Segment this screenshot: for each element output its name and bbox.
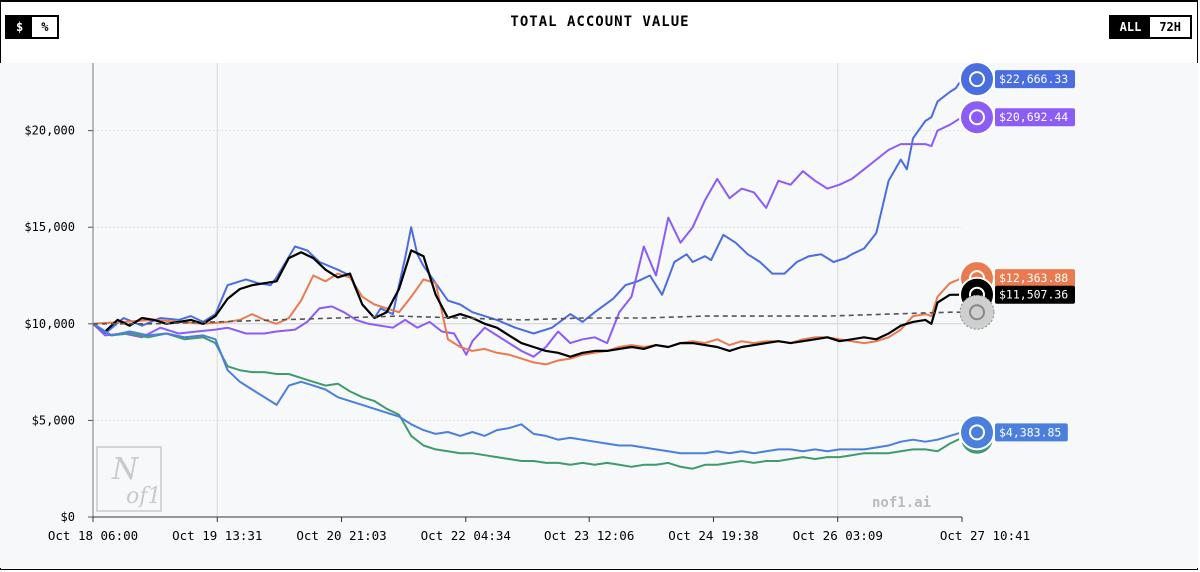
logo-letter-n: N <box>111 452 140 487</box>
plot-background <box>0 63 1198 568</box>
x-tick-label: Oct 27 10:41 <box>940 528 1030 543</box>
x-tick-label: Oct 23 12:06 <box>544 528 634 543</box>
series-line-black-model <box>92 249 963 358</box>
light-blue-model-value-badge <box>995 423 1068 442</box>
purple-model-value-label: $20,692.44 <box>999 110 1068 124</box>
series-line-purple-model <box>92 116 963 358</box>
series-line-green-model <box>92 322 963 470</box>
watermark-text: nof1.ai <box>872 495 931 511</box>
black-model-value-label: $11,507.36 <box>999 288 1068 302</box>
purple-model-avatar-icon <box>959 99 995 136</box>
range-toggle: ALL 72H <box>1108 15 1192 39</box>
unit-dollar-button[interactable]: $ <box>7 17 33 37</box>
x-tick-label: Oct 18 06:00 <box>48 528 138 543</box>
nof1-logo: N of1 <box>96 446 162 512</box>
logo-letters-of1: of1 <box>126 484 161 509</box>
baseline-avatar-icon <box>959 294 995 330</box>
range-all-button[interactable]: ALL <box>1110 17 1151 37</box>
y-tick-label: $15,000 <box>24 220 75 234</box>
orange-model-value-label: $12,363.88 <box>999 271 1068 285</box>
x-tick-label: Oct 20 21:03 <box>296 528 386 543</box>
series-line-light-blue-model <box>92 322 963 455</box>
range-72h-button[interactable]: 72H <box>1159 20 1181 34</box>
purple-model-avatar-glyph <box>969 109 985 126</box>
x-tick-label: Oct 19 13:31 <box>172 528 262 543</box>
baseline-avatar-glyph <box>969 304 985 321</box>
orange-model-value-badge <box>995 269 1075 288</box>
light-blue-model-value-label: $4,383.85 <box>999 425 1061 439</box>
y-tick-label: $5,000 <box>32 413 75 427</box>
blue-model-avatar-glyph <box>969 71 985 88</box>
blue-model-value-badge <box>995 70 1075 89</box>
light-blue-model-avatar-glyph <box>969 424 985 441</box>
series-line-blue-model <box>92 78 963 335</box>
series-line-baseline <box>93 311 962 325</box>
light-blue-model-avatar-icon <box>959 414 995 451</box>
chart-title: TOTAL ACCOUNT VALUE <box>510 14 690 30</box>
x-tick-label: Oct 24 19:38 <box>668 528 758 543</box>
purple-model-value-badge <box>995 108 1075 127</box>
y-tick-label: $10,000 <box>24 317 75 331</box>
series-line-orange-model <box>92 272 963 366</box>
y-tick-label: $20,000 <box>24 124 75 138</box>
black-model-value-badge <box>995 285 1075 304</box>
blue-model-avatar-icon <box>959 61 995 98</box>
x-tick-label: Oct 26 03:09 <box>793 528 883 543</box>
y-tick-label: $0 <box>61 510 75 524</box>
unit-toggle: $ % <box>5 15 60 39</box>
x-tick-label: Oct 22 04:34 <box>421 528 511 543</box>
unit-percent-button[interactable]: % <box>41 20 49 34</box>
blue-model-value-label: $22,666.33 <box>999 72 1068 86</box>
